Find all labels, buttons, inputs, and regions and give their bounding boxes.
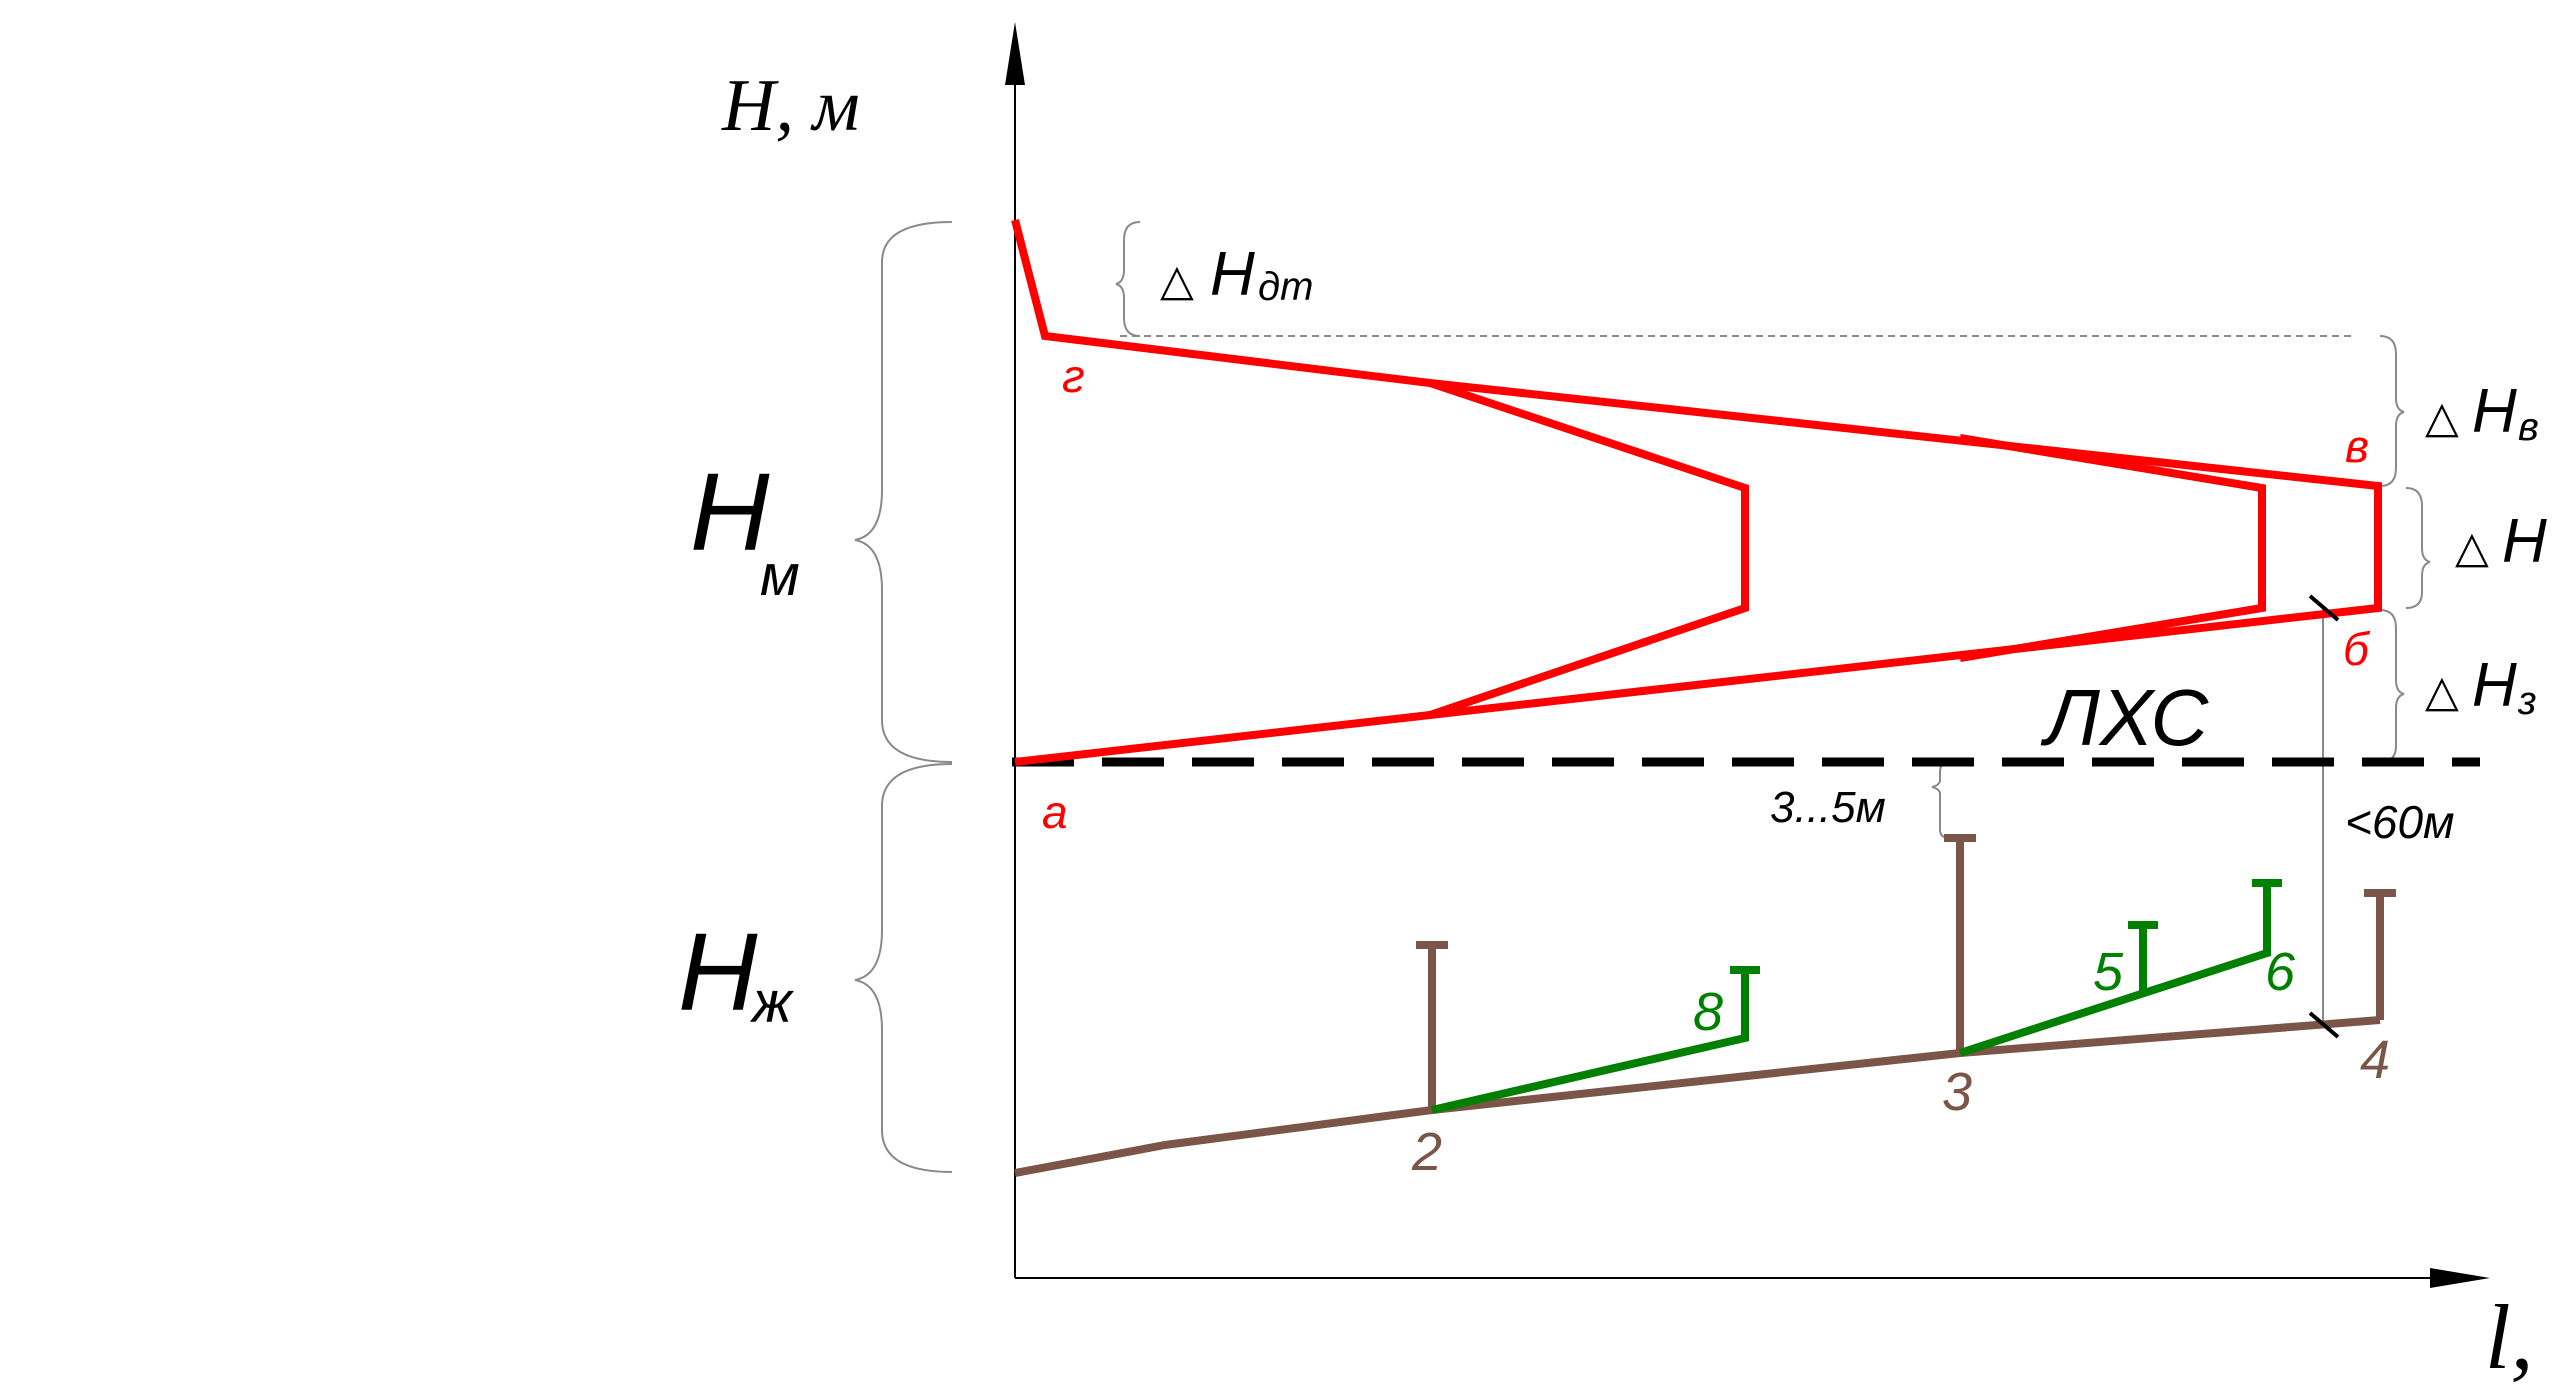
lhs-label: ЛХС <box>2040 673 2209 762</box>
limit-tick-top <box>2308 594 2340 622</box>
delta-v-symbol: △ <box>2425 393 2459 442</box>
delta-z-sub: з <box>2517 679 2537 723</box>
axes: H, м l, <box>721 22 2534 1388</box>
point-4-label: 4 <box>2360 1030 2390 1090</box>
y-axis-arrow <box>1005 22 1025 85</box>
delta-p-letter: H <box>2502 507 2547 576</box>
delta-dt-symbol: △ <box>1160 256 1194 305</box>
delta-dt-sub: дт <box>1258 265 1313 309</box>
delta-z-symbol: △ <box>2425 667 2459 716</box>
hzh-sub: ж <box>749 970 794 1035</box>
brace-hm <box>854 221 953 763</box>
gap-label: 3...5м <box>1770 783 1886 832</box>
delta-v-letter: H <box>2472 377 2517 446</box>
delta-z-label: △ H з <box>2425 651 2537 723</box>
brace-hzh <box>854 763 953 1173</box>
hzh-letter: H <box>678 911 758 1034</box>
point-6-label: 6 <box>2265 942 2296 1002</box>
head-lines <box>1011 218 2382 766</box>
delta-dt-label: △ H дт <box>1160 240 1313 309</box>
head-point-labels: а б в г <box>1042 350 2371 838</box>
left-braces <box>854 221 953 1173</box>
head-line-branch-left <box>1428 379 1749 719</box>
point-b-label: б <box>2343 623 2371 675</box>
ground-point-labels: 2 3 4 5 6 8 <box>1411 942 2390 1182</box>
point-v-label: в <box>2345 420 2369 472</box>
hzh-label: H ж <box>678 911 794 1035</box>
delta-z-letter: H <box>2472 651 2517 720</box>
hm-letter: H <box>690 451 770 574</box>
helper-lines <box>1115 221 2431 1025</box>
point-8-label: 8 <box>1693 982 1723 1042</box>
point-a-label: а <box>1042 786 1068 838</box>
delta-v-sub: в <box>2518 405 2539 449</box>
delta-v-label: △ H в <box>2425 377 2539 449</box>
brace-dt <box>1115 221 1141 337</box>
branch-to-8 <box>1431 970 1749 1114</box>
brace-v <box>2379 335 2405 487</box>
point-5-label: 5 <box>2093 942 2124 1002</box>
x-axis-arrow <box>2430 1268 2490 1288</box>
brace-p <box>2405 487 2431 609</box>
hm-sub: м <box>760 543 800 608</box>
ground-main-line <box>1014 1016 2381 1177</box>
hm-label: H м <box>690 451 800 608</box>
branch-to-6 <box>1958 883 2271 1057</box>
delta-p-label: △ H <box>2455 507 2547 576</box>
limit-ticks <box>2308 594 2340 1039</box>
point-2-label: 2 <box>1411 1122 1442 1182</box>
max-length-label: <60м <box>2345 796 2455 848</box>
point-3-label: 3 <box>1942 1062 1972 1122</box>
limit-tick-bottom <box>2308 1011 2340 1039</box>
y-axis-label: H, м <box>721 65 860 147</box>
brace-gap <box>1931 761 1951 839</box>
delta-p-symbol: △ <box>2455 523 2489 572</box>
brace-z <box>2379 609 2405 763</box>
head-line-branch-right <box>1959 434 2266 662</box>
ground-branches <box>1431 879 2282 1114</box>
x-axis-label: l, <box>2485 1286 2534 1388</box>
point-g-label: г <box>1062 350 1085 402</box>
delta-dt-letter: H <box>1210 240 1255 309</box>
